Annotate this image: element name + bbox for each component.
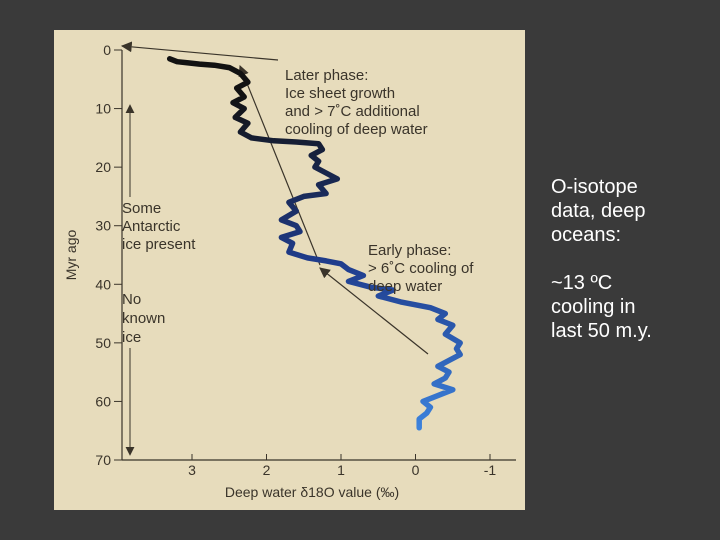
y-tick-label: 70 [95, 452, 111, 468]
caption-line-4: ~13 ºC [551, 272, 613, 294]
y-tick-label: 50 [95, 335, 111, 351]
y-tick-label: 0 [103, 42, 111, 58]
later-phase-arrow-top [120, 41, 279, 61]
early-phase-line-1: Early phase: [368, 242, 451, 259]
y-tick-label: 20 [95, 159, 111, 175]
later-phase-annotation: Later phase: Ice sheet growth and > 7˚C … [285, 67, 428, 138]
caption-line-1: O-isotope [551, 176, 638, 198]
later-phase-arrow-diagonal [238, 64, 321, 266]
no-ice-annotation: No known ice [122, 291, 170, 346]
y-tick-label: 30 [95, 218, 111, 234]
no-ice-line-3: ice [122, 329, 141, 346]
some-ice-line-2: Antarctic [122, 218, 181, 235]
x-tick-label: -1 [484, 462, 497, 478]
no-ice-line-1: No [122, 291, 141, 308]
early-phase-annotation: Early phase: > 6˚C cooling of deep water [368, 242, 478, 295]
caption-line-5: cooling in [551, 296, 636, 318]
caption-line-2: data, deep [551, 200, 646, 222]
isotope-curve [166, 56, 463, 431]
y-tick-label: 60 [95, 393, 111, 409]
later-phase-line-3: and > 7˚C additional [285, 103, 420, 120]
caption-line-3: oceans: [551, 224, 622, 246]
caption-line-6: last 50 m.y. [551, 320, 652, 342]
later-phase-line-1: Later phase: [285, 67, 368, 84]
early-phase-line-2: > 6˚C cooling of [368, 260, 474, 277]
no-ice-line-2: known [122, 310, 165, 327]
x-tick-label: 0 [412, 462, 420, 478]
y-tick-label: 10 [95, 101, 111, 117]
some-ice-line-1: Some [122, 200, 161, 217]
some-ice-line-3: ice present [122, 236, 196, 253]
x-axis-label: Deep water δ18O value (‰) [225, 484, 399, 500]
later-phase-line-2: Ice sheet growth [285, 85, 395, 102]
some-ice-annotation: Some Antarctic ice present [122, 200, 196, 253]
caption-paragraph-1: O-isotope data, deep oceans: [551, 175, 716, 247]
y-axis-label: Myr ago [63, 230, 79, 281]
side-caption: O-isotope data, deep oceans: ~13 ºC cool… [551, 175, 716, 343]
early-phase-arrow [319, 267, 429, 355]
x-tick-label: 1 [337, 462, 345, 478]
y-tick-label: 40 [95, 276, 111, 292]
x-tick-label: 3 [188, 462, 196, 478]
y-ticks: 0 10 20 30 40 50 60 70 [95, 42, 122, 468]
later-phase-line-4: cooling of deep water [285, 121, 428, 138]
caption-paragraph-2: ~13 ºC cooling in last 50 m.y. [551, 271, 716, 343]
early-phase-line-3: deep water [368, 278, 442, 295]
x-tick-label: 2 [263, 462, 271, 478]
